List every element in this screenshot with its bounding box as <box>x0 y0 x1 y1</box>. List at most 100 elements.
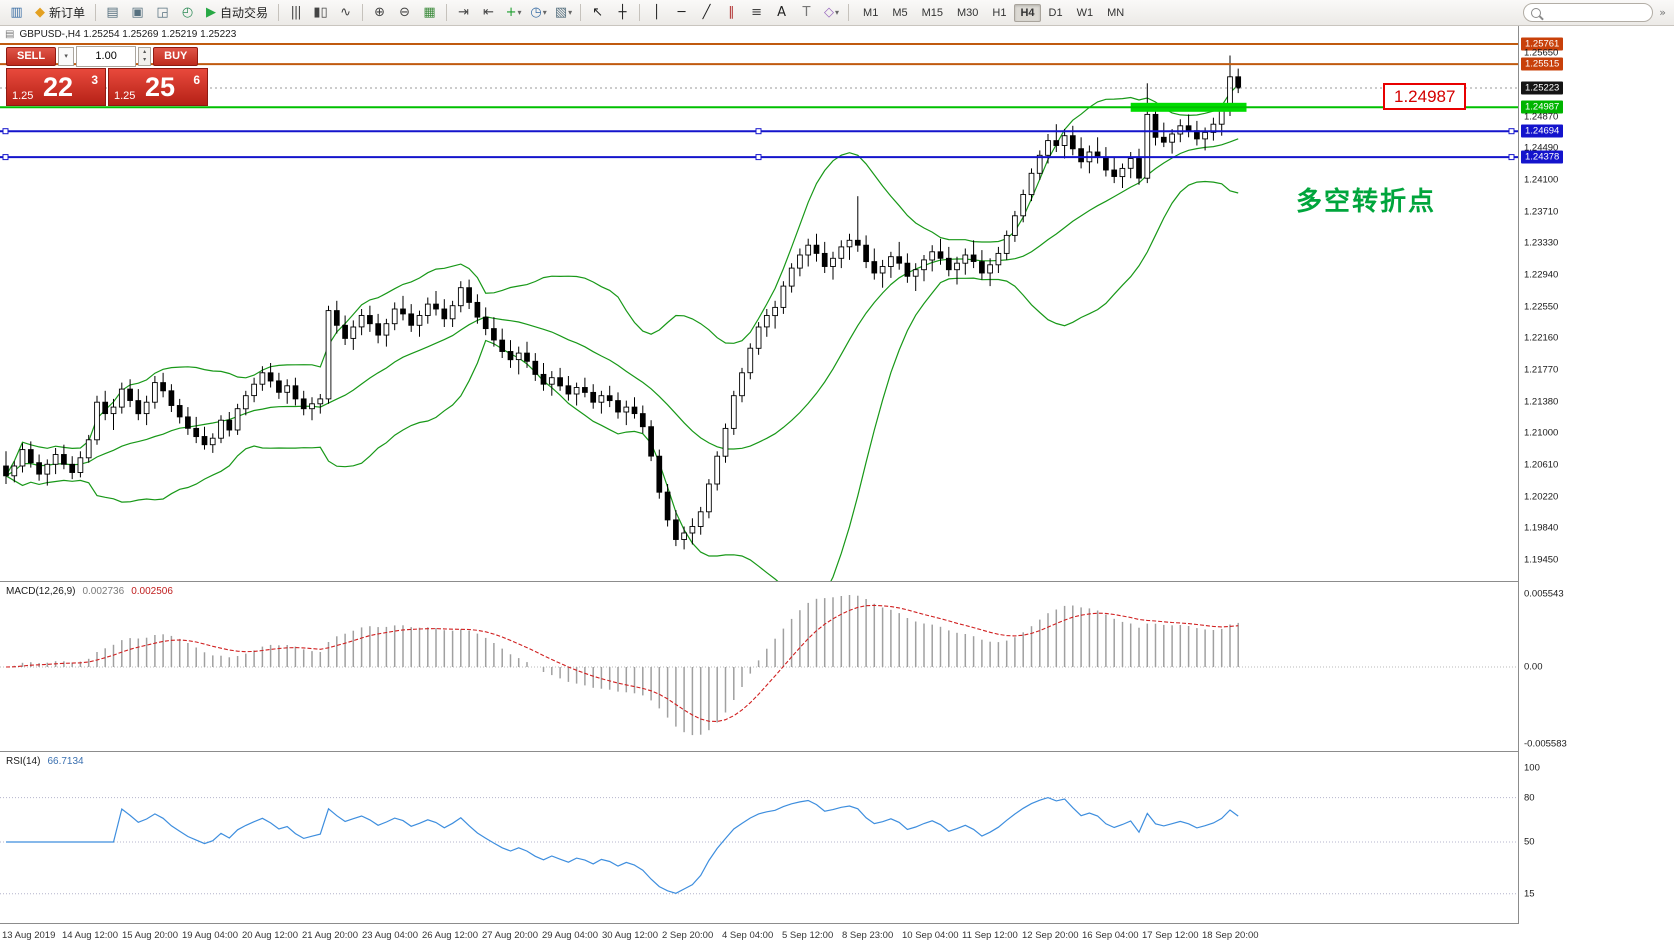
timeframe-m5[interactable]: M5 <box>892 6 908 19</box>
new-order-button-label: 新订单 <box>49 6 86 20</box>
lot-dropdown-button[interactable]: ▾ <box>58 46 75 66</box>
price-axis-label: 1.25223 <box>1521 81 1564 95</box>
zoom-out-icon[interactable]: ⊖ <box>393 3 416 23</box>
toolbar-overflow-icon[interactable]: » <box>1659 6 1666 19</box>
toolbar-separator <box>848 4 850 21</box>
price-level-tag[interactable]: 1.24987 <box>1383 83 1467 110</box>
macd-header: MACD(12,26,9) 0.002736 0.002506 <box>6 586 173 597</box>
macd-scale-label: 0.00 <box>1524 661 1543 673</box>
market-depth-icon: ▤ <box>106 5 119 20</box>
buy-price-display[interactable]: 1.25 25 6 <box>108 68 208 106</box>
timeframe-mn[interactable]: MN <box>1107 6 1125 19</box>
line-handle[interactable] <box>755 154 762 161</box>
spinner-down-icon: ▾ <box>143 56 147 63</box>
bollinger-middle-band <box>5 138 1239 477</box>
terminal-panel-icon[interactable]: ▣ <box>126 3 149 23</box>
line-handle[interactable] <box>755 128 762 135</box>
template-icon: ▧ <box>554 5 568 20</box>
price-axis-label: 1.19450 <box>1524 554 1559 566</box>
zoom-in-icon[interactable]: ⊕ <box>368 3 391 23</box>
channel-icon[interactable]: ∥ <box>720 3 743 23</box>
time-axis-label: 12 Sep 20:00 <box>1022 930 1079 941</box>
new-order-icon: ◆ <box>35 5 45 20</box>
search-box[interactable] <box>1523 3 1654 22</box>
lot-spinner[interactable]: ▴ ▾ <box>138 46 152 66</box>
toolbar-separator <box>639 4 641 21</box>
fibonacci-icon[interactable]: ≡ <box>745 3 768 23</box>
shapes-button[interactable]: ◇ ▾ <box>820 3 843 23</box>
price-axis-label: 1.21000 <box>1524 427 1559 439</box>
line-handle[interactable] <box>2 154 9 161</box>
period-selector-button[interactable]: ◷ ▾ <box>527 3 550 23</box>
sell-button[interactable]: SELL <box>6 46 57 66</box>
crosshair-icon[interactable]: ┼ <box>611 3 634 23</box>
sell-price-fraction: 3 <box>91 73 98 87</box>
timeframe-h4[interactable]: H4 <box>1014 3 1041 22</box>
time-axis[interactable]: 13 Aug 2019 14 Aug 12:00 15 Aug 20:00 19 Au… <box>0 924 1674 950</box>
buy-price-fraction: 6 <box>193 73 200 87</box>
data-window-icon: ◴ <box>181 5 194 20</box>
line-handle[interactable] <box>2 128 9 135</box>
timeframe-m15[interactable]: M15 <box>921 6 943 19</box>
autotrading-button[interactable]: ▶ 自动交易 <box>200 3 274 23</box>
chevron-down-icon: ▾ <box>517 8 522 17</box>
chart-ohlc-text: GBPUSD-,H4 1.25254 1.25269 1.25219 1.252… <box>19 29 237 40</box>
candlestick-chart-icon[interactable]: ▮▯ <box>309 3 332 23</box>
line-handle[interactable] <box>1508 154 1515 161</box>
new-order-button[interactable]: ◆ 新订单 <box>29 3 91 23</box>
line-chart-icon: ∿ <box>340 5 351 20</box>
price-axis-label: 1.25515 <box>1521 57 1564 71</box>
chart-shift-icon[interactable]: ⇤ <box>477 3 500 23</box>
sell-price-display[interactable]: 1.25 22 3 <box>6 68 106 106</box>
panel-separator[interactable] <box>0 751 1674 752</box>
trendline-icon[interactable]: ╱ <box>695 3 718 23</box>
timeframe-w1[interactable]: W1 <box>1076 6 1094 19</box>
time-axis-label: 14 Aug 12:00 <box>62 930 118 941</box>
app-icon[interactable]: ▥ <box>5 3 28 23</box>
autotrading-play-icon: ▶ <box>206 5 217 20</box>
main-price-chart[interactable] <box>0 26 1518 582</box>
toolbar-separator <box>278 4 280 21</box>
strategy-tester-icon: ◲ <box>156 5 169 20</box>
buy-price-pips: 25 <box>145 72 176 102</box>
timeframe-toolbar: M1 M5 M15 M30 H1 H4 D1 W1 MN <box>856 3 1131 22</box>
text-icon[interactable]: A <box>770 3 793 23</box>
line-handle[interactable] <box>1508 128 1515 135</box>
strategy-tester-icon[interactable]: ◲ <box>151 3 174 23</box>
tile-windows-icon[interactable]: ▦ <box>418 3 441 23</box>
time-axis-label: 19 Aug 04:00 <box>182 930 238 941</box>
time-axis-label: 29 Aug 04:00 <box>542 930 598 941</box>
cursor-icon: ↖ <box>592 5 603 20</box>
auto-scroll-icon[interactable]: ⇥ <box>452 3 475 23</box>
cursor-icon[interactable]: ↖ <box>586 3 609 23</box>
price-axis-label: 1.24490 <box>1524 142 1559 154</box>
terminal-panel-icon: ▣ <box>131 5 144 20</box>
lot-size-input[interactable] <box>76 45 137 67</box>
search-input[interactable] <box>1546 4 1646 21</box>
data-window-icon[interactable]: ◴ <box>176 3 199 23</box>
chart-symbol-icon: ▤ <box>5 28 15 40</box>
market-depth-icon[interactable]: ▤ <box>101 3 124 23</box>
price-axis[interactable]: 1.25761 1.25650 1.25515 1.25223 1.24987 1.248… <box>1518 26 1674 924</box>
rsi-indicator-panel[interactable] <box>0 752 1518 924</box>
buy-button[interactable]: BUY <box>153 46 199 66</box>
template-button[interactable]: ▧ ▾ <box>552 3 575 23</box>
toolbar-separator <box>362 4 364 21</box>
ohlc-bars-icon[interactable]: ||| <box>284 3 307 23</box>
horizontal-line-icon[interactable]: ─ <box>670 3 693 23</box>
time-axis-label: 4 Sep 04:00 <box>722 930 774 941</box>
text-label-icon[interactable]: T <box>795 3 818 23</box>
macd-indicator-panel[interactable] <box>0 582 1518 752</box>
rsi-scale-label: 80 <box>1524 792 1535 804</box>
macd-signal-line <box>5 604 1239 723</box>
toolbar-search-area: » <box>1523 3 1670 22</box>
timeframe-m1[interactable]: M1 <box>863 6 879 19</box>
chart-note-text[interactable]: 多空转折点 <box>1296 186 1437 216</box>
vertical-line-icon[interactable]: │ <box>645 3 668 23</box>
add-indicator-button[interactable]: + ▾ <box>502 3 525 23</box>
panel-separator[interactable] <box>0 581 1674 582</box>
timeframe-h1[interactable]: H1 <box>992 6 1007 19</box>
timeframe-d1[interactable]: D1 <box>1048 6 1063 19</box>
timeframe-m30[interactable]: M30 <box>957 6 979 19</box>
line-chart-icon[interactable]: ∿ <box>334 3 357 23</box>
